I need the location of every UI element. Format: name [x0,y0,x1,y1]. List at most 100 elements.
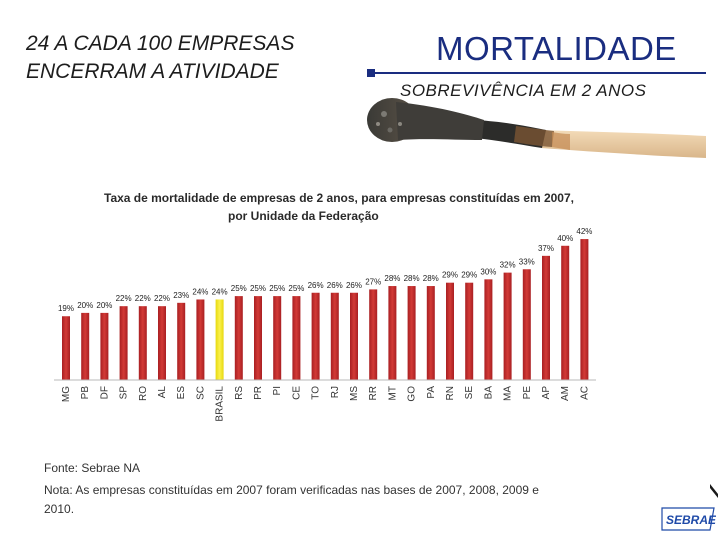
tick-label-ma: MA [503,386,514,401]
bar-ac [580,239,589,380]
data-label-ma: 32% [500,261,516,270]
sebrae-logo-text: SEBRAE [666,513,716,527]
data-label-pi: 25% [269,284,285,293]
tick-label-se: SE [464,386,475,400]
bar-rj [330,292,339,380]
bar-to [311,292,320,380]
tick-label-pa: PA [426,386,437,399]
data-label-ms: 26% [346,281,362,290]
page-title: MORTALIDADE [436,30,677,67]
tick-label-to: TO [311,386,322,400]
tick-label-am: AM [560,386,571,401]
chart-title-line2: por Unidade da Federação [228,209,379,223]
bar-pi [273,296,282,380]
tick-label-pr: PR [253,386,264,400]
bar-al [158,306,166,380]
headline: 24 A CADA 100 EMPRESAS ENCERRAM A ATIVID… [26,30,294,86]
corner-arrow-icon [710,484,718,498]
tick-label-es: ES [176,386,187,400]
tick-label-brasil: BRASIL [215,386,226,422]
tick-label-ac: AC [579,386,590,400]
bar-mt [388,286,397,380]
bar-df [100,312,109,380]
title-rule [370,72,706,74]
data-label-ap: 37% [538,244,554,253]
tick-label-rn: RN [445,386,456,400]
data-label-pe: 33% [519,257,535,266]
tick-label-ba: BA [483,386,494,400]
bar-brasil [215,299,224,380]
bar-es [177,302,186,380]
tick-label-pb: PB [80,386,91,400]
data-label-brasil: 24% [212,287,228,296]
bar-pe [522,269,531,380]
data-label-ac: 42% [576,227,592,236]
tick-label-df: DF [99,386,110,399]
bar-sc [196,299,205,380]
data-label-sp: 22% [116,294,132,303]
tick-label-rr: RR [368,386,379,400]
bar-go [407,286,416,380]
bar-ro [138,306,147,380]
data-label-ro: 22% [135,294,151,303]
bar-am [561,245,570,380]
data-label-se: 29% [461,271,477,280]
data-label-ba: 30% [480,267,496,276]
data-label-mg: 19% [58,304,74,313]
sebrae-logo: SEBRAE [661,507,716,531]
data-label-df: 20% [96,301,112,310]
bar-pa [426,286,435,380]
data-label-rj: 26% [327,281,343,290]
tick-label-ce: CE [291,386,302,400]
tick-label-ap: AP [541,386,552,400]
tick-label-ms: MS [349,386,360,401]
bar-rs [234,296,243,380]
data-label-pa: 28% [423,274,439,283]
tick-label-pi: PI [272,386,283,395]
chart-title-line1: Taxa de mortalidade de empresas de 2 ano… [104,191,574,205]
headline-line1: 24 A CADA 100 EMPRESAS [26,32,295,55]
headline-line2: ENCERRAM A ATIVIDADE [26,60,279,83]
bar-pb [81,312,90,380]
bar-se [465,282,474,380]
data-label-rs: 25% [231,284,247,293]
bar-rr [369,289,378,380]
data-label-go: 28% [404,274,420,283]
tick-label-go: GO [407,386,418,402]
tick-label-ro: RO [138,386,149,401]
bar-ms [350,292,358,380]
data-label-pr: 25% [250,284,266,293]
tick-label-sp: SP [119,386,130,400]
chart-source: Fonte: Sebrae NA [44,461,141,475]
tick-label-sc: SC [195,386,206,400]
tick-label-mg: MG [61,386,72,402]
bar-ce [292,296,301,380]
data-label-mt: 28% [384,274,400,283]
bar-rn [446,282,454,380]
tick-label-mt: MT [387,386,398,400]
chart-note: Nota: As empresas constituídas em 2007 f… [44,483,539,516]
bar-ba [484,279,493,380]
page-subtitle: SOBREVIVÊNCIA EM 2 ANOS [400,81,647,100]
data-label-ce: 25% [288,284,304,293]
bar-mg [62,316,70,380]
data-label-al: 22% [154,294,170,303]
bar-pr [254,296,262,380]
data-label-am: 40% [557,234,573,243]
data-label-pb: 20% [77,301,93,310]
bar-ma [503,272,512,380]
tick-label-pe: PE [522,386,533,400]
data-label-to: 26% [308,281,324,290]
tick-label-al: AL [157,386,168,399]
bar-ap [542,255,550,380]
tick-label-rj: RJ [330,386,341,398]
data-label-sc: 24% [192,287,208,296]
data-label-rn: 29% [442,271,458,280]
data-label-es: 23% [173,291,189,300]
burnt-match-image [367,98,706,158]
tick-label-rs: RS [234,386,245,400]
chart-title: Taxa de mortalidade de empresas de 2 ano… [104,189,574,225]
bar-sp [119,306,128,380]
data-label-rr: 27% [365,277,381,286]
mortality-bar-chart: 19% MG 20% PB 20% DF 22% SP 22% RO 22% AL 23% ES 24% SC… [54,227,596,422]
